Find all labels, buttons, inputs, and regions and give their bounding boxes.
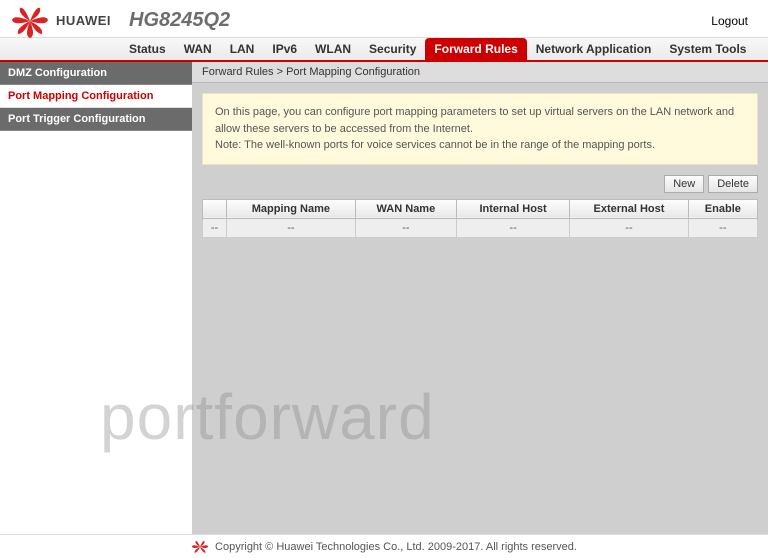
breadcrumb-page: Port Mapping Configuration — [286, 66, 420, 78]
nav-wan[interactable]: WAN — [175, 38, 221, 60]
info-notice: On this page, you can configure port map… — [202, 93, 758, 165]
content-area: Forward Rules > Port Mapping Configurati… — [192, 62, 768, 534]
sidebar-item-port-mapping[interactable]: Port Mapping Configuration — [0, 85, 192, 108]
new-button[interactable]: New — [664, 175, 704, 193]
cell-wan-name: -- — [355, 218, 456, 237]
nav-security[interactable]: Security — [360, 38, 425, 60]
cell-mapping-name: -- — [227, 218, 356, 237]
th-internal-host: Internal Host — [456, 199, 569, 218]
sidebar: DMZ Configuration Port Mapping Configura… — [0, 62, 192, 534]
nav-lan[interactable]: LAN — [221, 38, 264, 60]
nav-status[interactable]: Status — [120, 38, 175, 60]
main-area: DMZ Configuration Port Mapping Configura… — [0, 62, 768, 534]
notice-line2: Note: The well-known ports for voice ser… — [215, 137, 745, 154]
logout-link[interactable]: Logout — [711, 14, 748, 28]
th-wan-name: WAN Name — [355, 199, 456, 218]
cell-enable: -- — [688, 218, 757, 237]
nav-ipv6[interactable]: IPv6 — [263, 38, 306, 60]
breadcrumb-sep: > — [277, 66, 283, 78]
port-mapping-table: Mapping Name WAN Name Internal Host Exte… — [202, 199, 758, 238]
nav-system-tools[interactable]: System Tools — [660, 38, 755, 60]
breadcrumb: Forward Rules > Port Mapping Configurati… — [192, 62, 768, 83]
huawei-logo-icon — [191, 539, 209, 555]
brand-text: HUAWEI — [56, 13, 111, 28]
nav-wlan[interactable]: WLAN — [306, 38, 360, 60]
cell-internal-host: -- — [456, 218, 569, 237]
delete-button[interactable]: Delete — [708, 175, 758, 193]
nav-forward-rules[interactable]: Forward Rules — [425, 38, 526, 60]
sidebar-item-port-trigger[interactable]: Port Trigger Configuration — [0, 108, 192, 131]
cell-check: -- — [203, 218, 227, 237]
cell-external-host: -- — [570, 218, 688, 237]
table-header-row: Mapping Name WAN Name Internal Host Exte… — [203, 199, 758, 218]
th-mapping-name: Mapping Name — [227, 199, 356, 218]
model-number: HG8245Q2 — [129, 9, 230, 32]
button-row: New Delete — [192, 175, 768, 199]
table-row[interactable]: -- -- -- -- -- -- — [203, 218, 758, 237]
footer-text: Copyright © Huawei Technologies Co., Ltd… — [215, 541, 577, 553]
main-nav: Status WAN LAN IPv6 WLAN Security Forwar… — [0, 38, 768, 62]
notice-line1: On this page, you can configure port map… — [215, 104, 745, 137]
nav-network-application[interactable]: Network Application — [527, 38, 661, 60]
th-check — [203, 199, 227, 218]
footer: Copyright © Huawei Technologies Co., Ltd… — [0, 534, 768, 558]
sidebar-item-dmz[interactable]: DMZ Configuration — [0, 62, 192, 85]
breadcrumb-section: Forward Rules — [202, 66, 274, 78]
huawei-logo-icon — [10, 4, 50, 38]
logo: HUAWEI — [10, 4, 111, 38]
th-enable: Enable — [688, 199, 757, 218]
header: HUAWEI HG8245Q2 Logout — [0, 0, 768, 38]
th-external-host: External Host — [570, 199, 688, 218]
